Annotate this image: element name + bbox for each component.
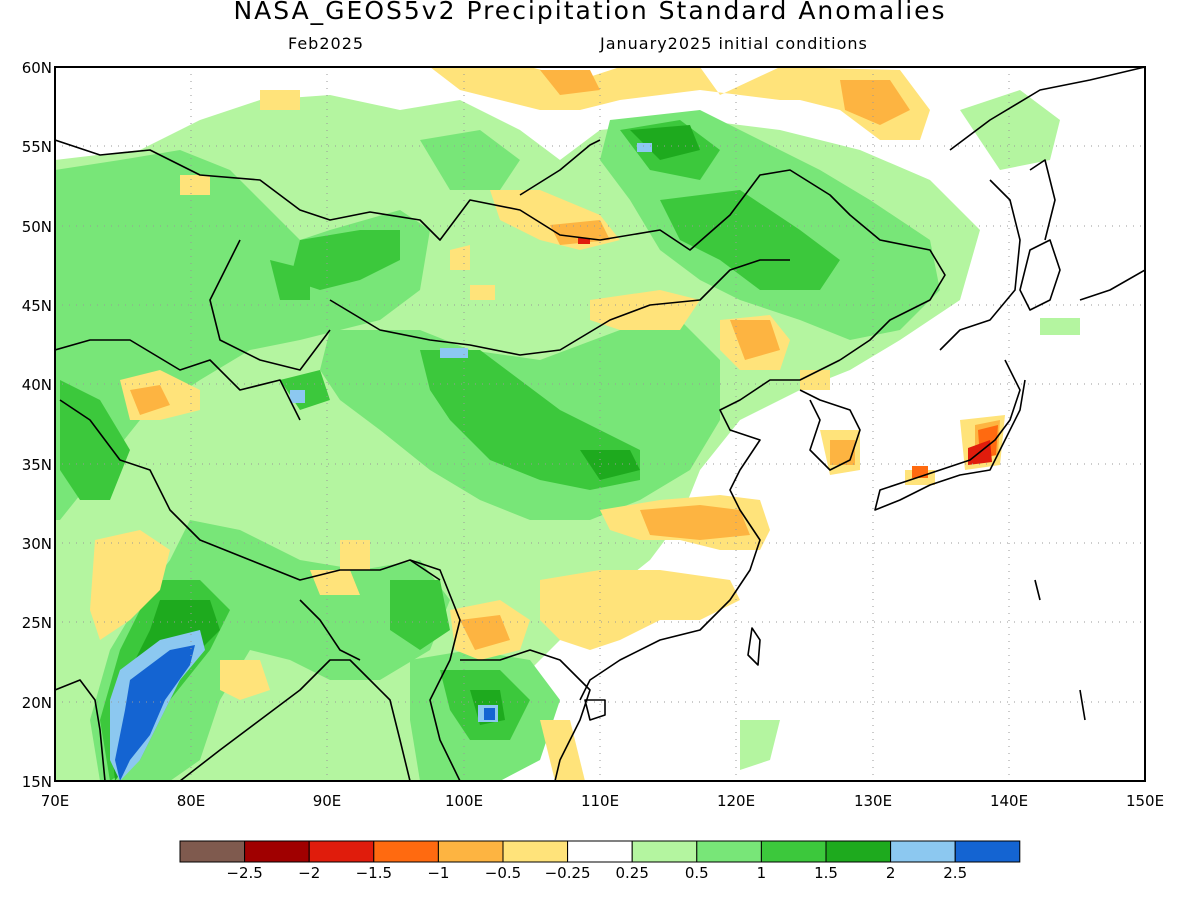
legend-label: −2.5 — [226, 864, 262, 882]
lon-label: 130E — [854, 792, 892, 810]
lat-label: 20N — [22, 694, 52, 712]
anomaly-above-2-5-regions — [115, 645, 495, 781]
legend-swatch — [760, 840, 827, 863]
lat-label: 25N — [22, 614, 52, 632]
color-legend: −2.5 −2 −1.5 −1 −0.5 −0.25 0.25 0.5 1 1.5 2 2.5 — [179, 840, 1021, 882]
lat-label: 45N — [22, 297, 52, 315]
legend-label: 1.5 — [814, 864, 838, 882]
lat-label: 60N — [22, 59, 52, 77]
legend-swatch — [437, 840, 504, 863]
legend-label: −1 — [427, 864, 449, 882]
legend-label: 2.5 — [943, 864, 967, 882]
legend-label: 0.25 — [615, 864, 648, 882]
lon-label: 120E — [717, 792, 755, 810]
lon-label: 80E — [177, 792, 206, 810]
latitude-labels: 60N 55N 50N 45N 40N 35N 30N 25N 20N 15N — [22, 59, 52, 791]
legend-swatch — [308, 840, 375, 863]
legend-swatch — [373, 840, 439, 863]
legend-swatch — [179, 840, 246, 863]
lat-label: 40N — [22, 376, 52, 394]
lon-label: 150E — [1126, 792, 1164, 810]
legend-swatch — [502, 840, 569, 863]
legend-swatch — [954, 840, 1021, 863]
initial-conditions: January2025 initial conditions — [600, 34, 868, 53]
legend-label: 1 — [757, 864, 767, 882]
coastlines-borders — [55, 67, 1145, 781]
legend-label: −0.5 — [485, 864, 521, 882]
page-title: NASA_GEOS5v2 Precipitation Standard Anom… — [233, 0, 947, 25]
lat-label: 55N — [22, 138, 52, 156]
anomaly-neg-1-regions — [130, 70, 1000, 650]
lon-label: 100E — [445, 792, 483, 810]
legend-label: −0.25 — [545, 864, 591, 882]
lon-label: 110E — [581, 792, 619, 810]
lat-label: 30N — [22, 535, 52, 553]
longitude-labels: 70E 80E 90E 100E 110E 120E 130E 140E 150… — [41, 792, 1164, 810]
map-frame — [54, 66, 1146, 782]
legend-swatch — [825, 840, 892, 863]
legend-swatch — [244, 840, 310, 863]
lat-label: 50N — [22, 218, 52, 236]
legend-swatch — [890, 840, 956, 863]
lat-label: 35N — [22, 456, 52, 474]
forecast-month: Feb2025 — [288, 34, 365, 53]
lat-label: 15N — [22, 773, 52, 791]
legend-swatch — [696, 840, 762, 863]
legend-label: −1.5 — [356, 864, 392, 882]
legend-swatch — [631, 840, 698, 863]
legend-label: 2 — [886, 864, 896, 882]
legend-swatch — [567, 840, 633, 863]
graticule — [55, 67, 1145, 781]
lon-label: 90E — [313, 792, 342, 810]
legend-label: 0.5 — [685, 864, 709, 882]
lon-label: 140E — [990, 792, 1028, 810]
anomaly-field — [55, 67, 1145, 781]
lon-label: 70E — [41, 792, 70, 810]
legend-label: −2 — [298, 864, 320, 882]
